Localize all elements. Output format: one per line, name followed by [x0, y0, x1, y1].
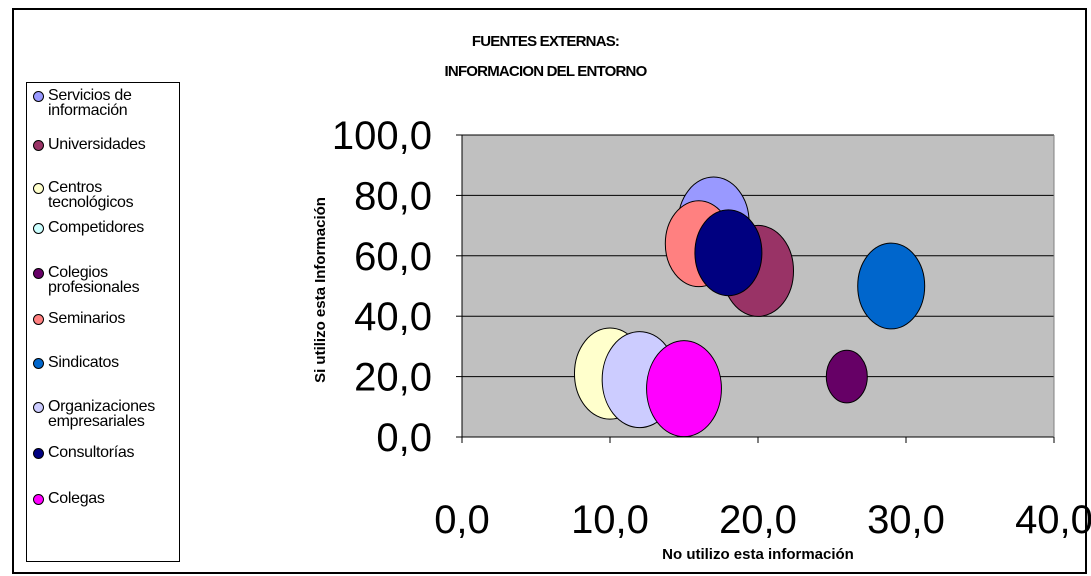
y-tick-label: 60,0 — [354, 235, 432, 279]
legend-label: Universidades — [48, 136, 146, 153]
legend-label: Centros tecnológicos — [48, 179, 134, 211]
bubble-sindicatos — [857, 242, 926, 330]
x-tick-label: 10,0 — [571, 498, 649, 542]
bubbles — [573, 176, 926, 438]
x-axis-label: No utilizo esta información — [662, 546, 854, 563]
legend-marker — [33, 448, 44, 459]
y-tick-label: 100,0 — [332, 114, 432, 158]
legend-marker — [33, 358, 44, 369]
legend-label: Sindicatos — [48, 354, 119, 371]
legend-marker — [33, 314, 44, 325]
y-tick-label: 0,0 — [376, 416, 432, 460]
y-tick-label: 20,0 — [354, 356, 432, 400]
legend-label: Seminarios — [48, 310, 126, 327]
y-tick-label: 80,0 — [354, 174, 432, 218]
x-tick-label: 0,0 — [434, 498, 490, 542]
legend-marker — [33, 494, 44, 505]
legend-marker — [33, 140, 44, 151]
chart-title-line-2: INFORMACION DEL ENTORNO — [444, 63, 648, 80]
legend-label: Colegas — [48, 490, 105, 507]
legend-marker — [33, 402, 44, 413]
legend-label: Servicios de información — [48, 87, 132, 119]
legend-marker — [33, 91, 44, 102]
legend-label: Organizaciones empresariales — [48, 398, 155, 430]
bubble-colegas — [646, 340, 722, 438]
x-tick-label: 40,0 — [1015, 498, 1091, 542]
legend-marker — [33, 268, 44, 279]
chart-legend: Servicios de información Universidades Cen… — [26, 82, 180, 562]
y-tick-label: 40,0 — [354, 295, 432, 339]
legend-label: Consultorías — [48, 444, 135, 461]
legend-label: Colegios profesionales — [48, 264, 140, 296]
bubble-colegios-profesionales — [825, 349, 868, 404]
tick-labels: 0,0 20,0 40,0 60,0 80,0 100,0 0,0 10,0 20,0 30,0 4… — [332, 114, 1091, 542]
legend-marker — [33, 183, 44, 194]
legend-label: Competidores — [48, 219, 145, 236]
x-tick-label: 20,0 — [719, 498, 797, 542]
y-axis-label: Si utilizo esta Información — [312, 197, 329, 383]
chart-title-line-1: FUENTES EXTERNAS: — [471, 33, 620, 50]
legend-marker — [33, 223, 44, 234]
bubble-consultorias — [694, 209, 763, 297]
axes — [456, 134, 1055, 443]
x-tick-label: 30,0 — [867, 498, 945, 542]
